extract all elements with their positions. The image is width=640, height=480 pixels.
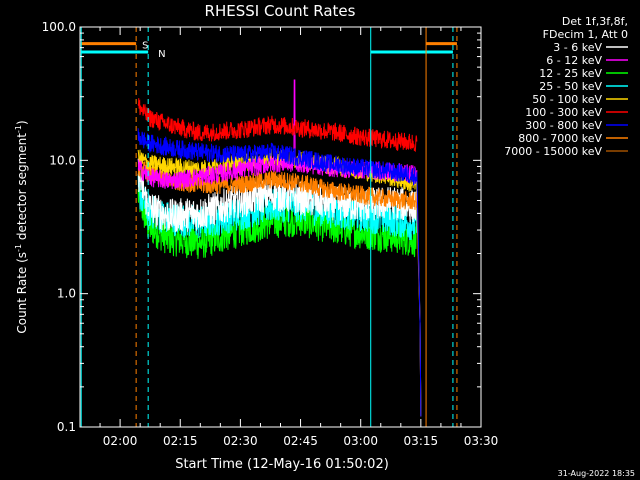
y-tick-label: 100.0 xyxy=(42,20,76,34)
x-tick-label: 02:45 xyxy=(283,434,318,448)
legend-header: Det 1f,3f,8f, xyxy=(562,15,628,28)
x-tick-label: 03:30 xyxy=(464,434,499,448)
x-tick-label: 02:30 xyxy=(223,434,258,448)
legend-label: 7000 - 15000 keV xyxy=(504,145,602,158)
flag-label-n: N xyxy=(158,49,165,60)
y-axis-label: Count Rate (s-1 detector segment-1) xyxy=(14,120,29,333)
y-tick-label: 0.1 xyxy=(57,420,76,434)
x-tick-label: 02:15 xyxy=(163,434,198,448)
legend-header: FDecim 1, Att 0 xyxy=(543,28,628,41)
y-tick-label: 1.0 xyxy=(57,287,76,301)
y-tick-label: 10.0 xyxy=(49,153,76,167)
x-tick-label: 03:15 xyxy=(404,434,439,448)
vlines-layer xyxy=(80,27,458,427)
axis-layer: 02:00 02:15 02:30 02:45 03:00 03:15 03:30 0.1 1.… xyxy=(42,20,499,448)
footer-timestamp: 31-Aug-2022 18:35 xyxy=(558,469,635,478)
legend-label: 50 - 100 keV xyxy=(532,93,602,106)
legend-label: 800 - 7000 keV xyxy=(518,132,602,145)
chart-title: RHESSI Count Rates xyxy=(205,2,356,20)
legend-label: 25 - 50 keV xyxy=(539,80,602,93)
flag-label-s: S xyxy=(142,41,148,52)
legend-label: 300 - 800 keV xyxy=(525,119,602,132)
x-tick-label: 02:00 xyxy=(103,434,138,448)
legend-label: 100 - 300 keV xyxy=(525,106,602,119)
x-tick-label: 03:00 xyxy=(343,434,378,448)
legend-label: 6 - 12 keV xyxy=(546,54,602,67)
x-axis-label: Start Time (12-May-16 01:50:02) xyxy=(175,457,389,472)
legend-label: 3 - 6 keV xyxy=(553,41,602,54)
legend-label: 12 - 25 keV xyxy=(539,67,602,80)
flags-layer: SN xyxy=(81,41,457,60)
